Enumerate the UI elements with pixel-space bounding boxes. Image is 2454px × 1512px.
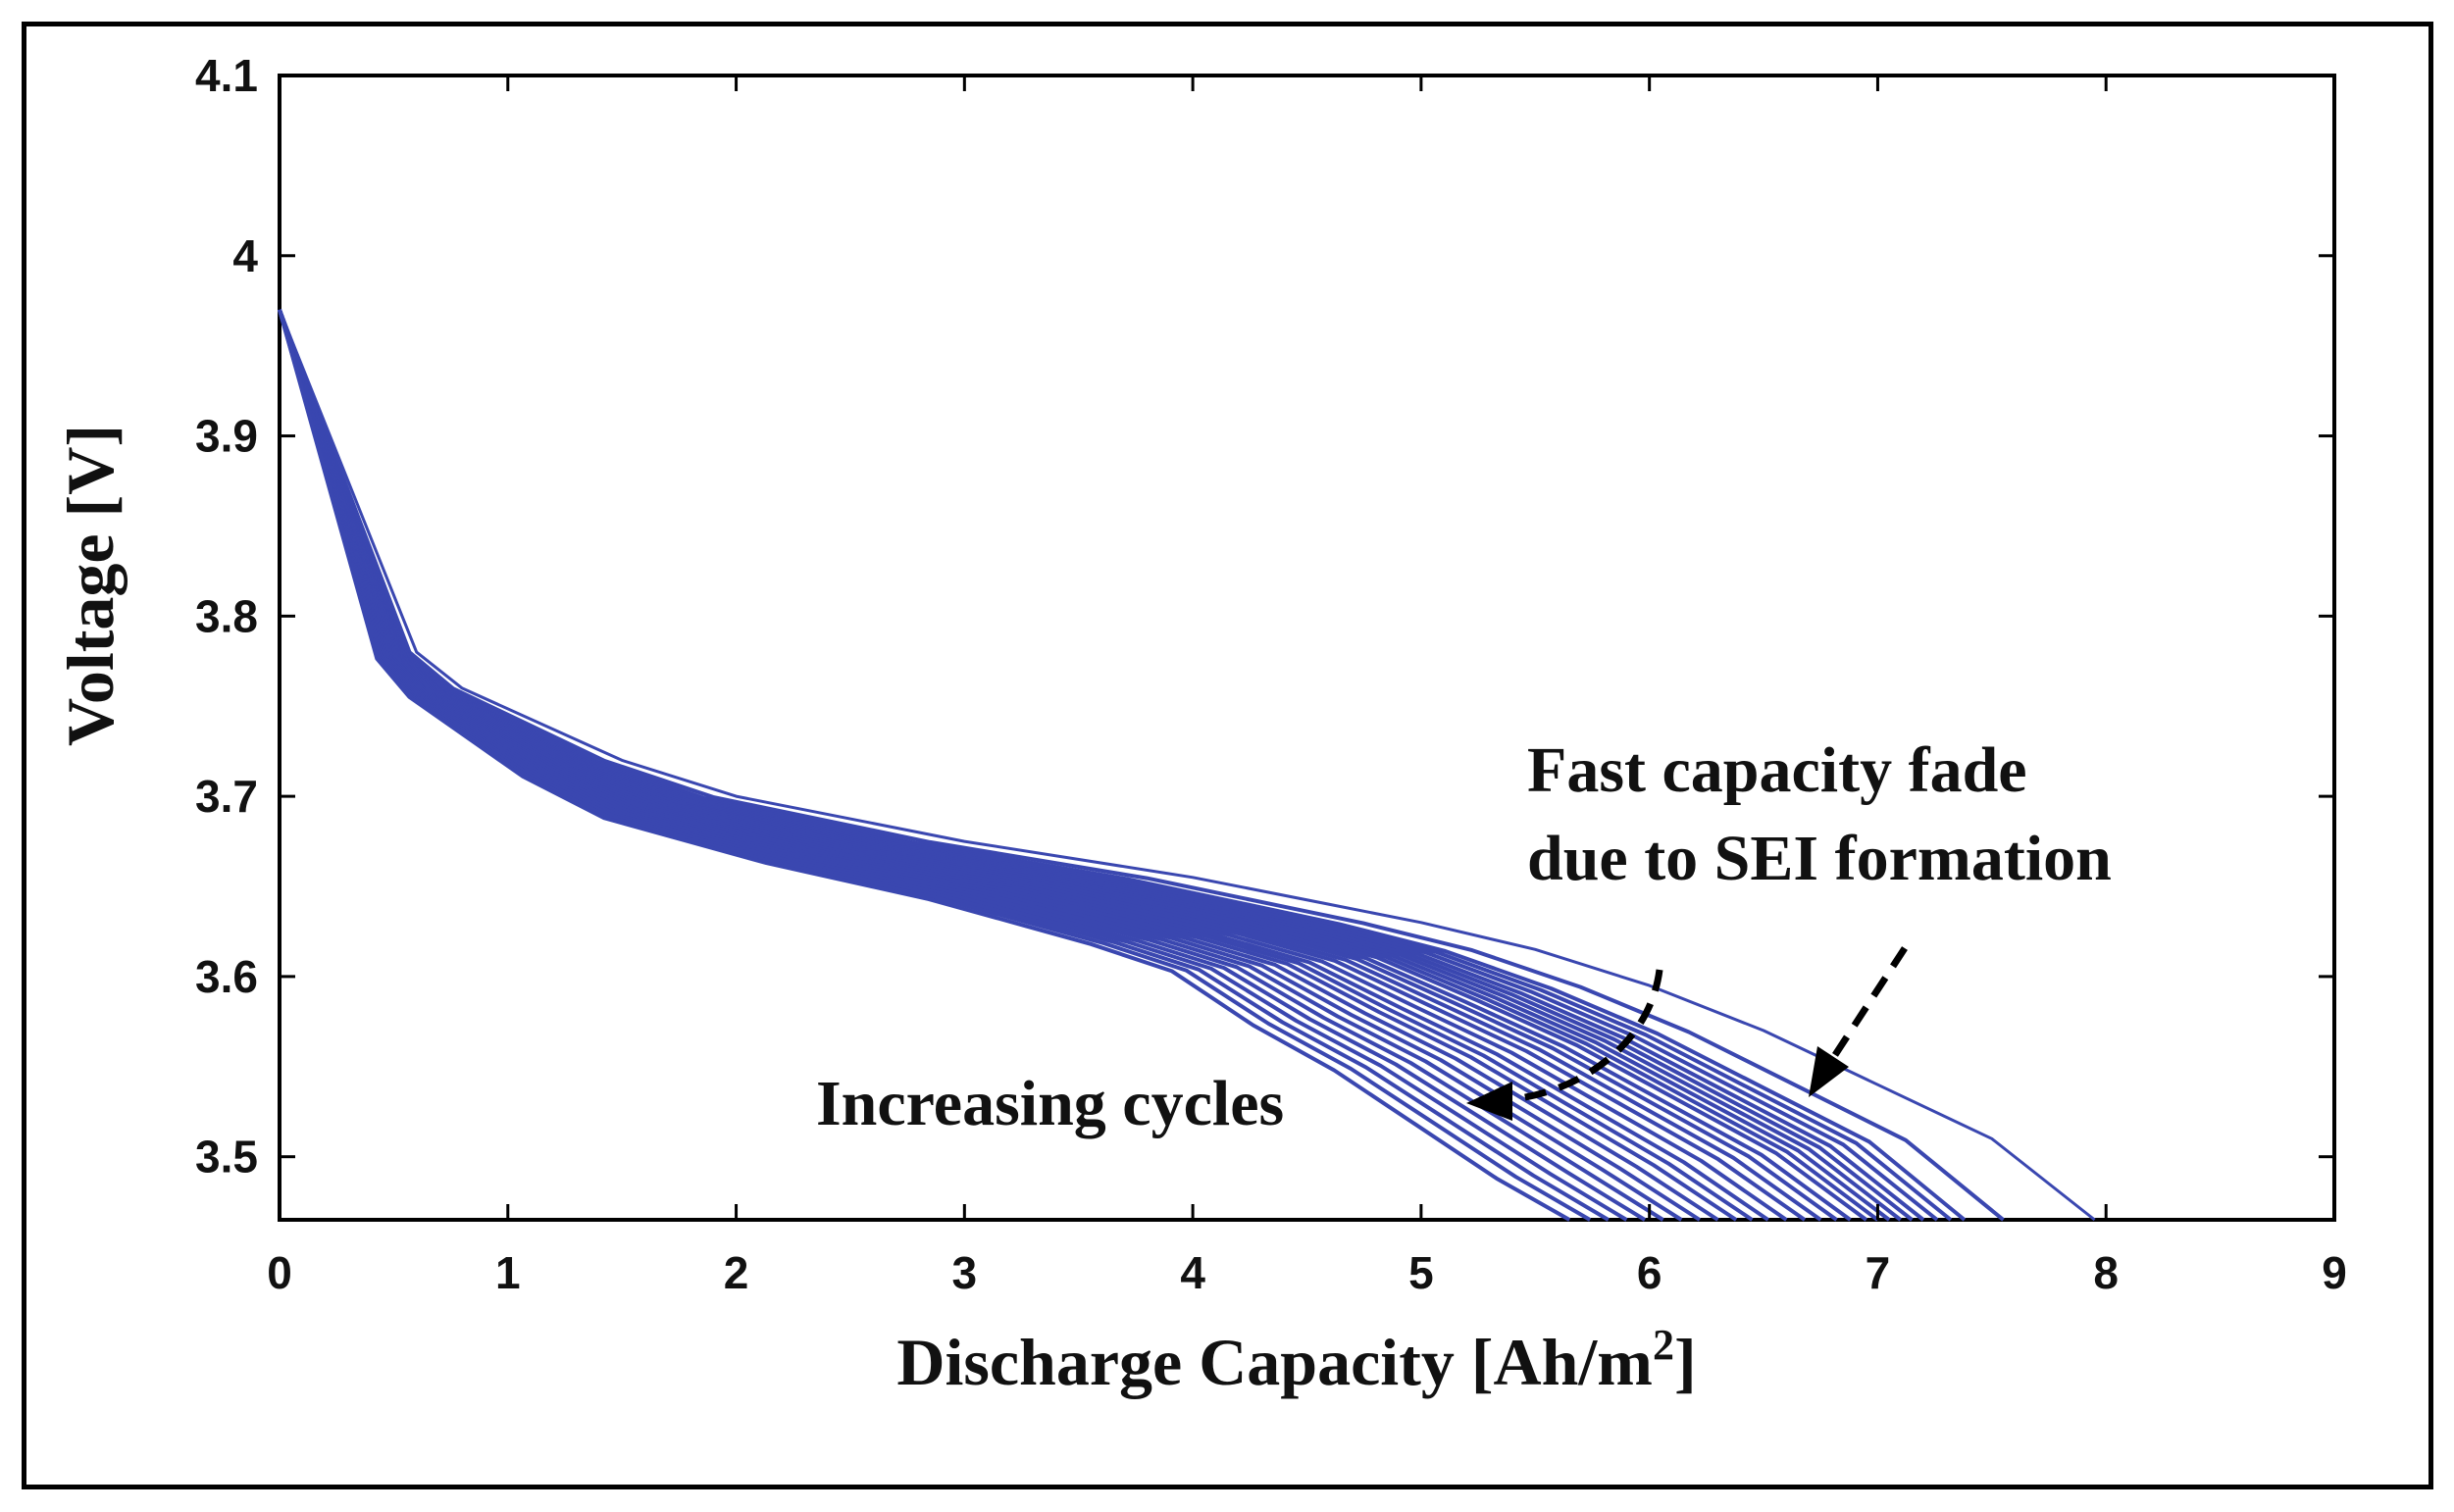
arrow-cycles	[1502, 969, 1663, 1104]
arrow-sei-head	[1809, 1046, 1849, 1097]
y-tick-label: 3.9	[195, 411, 258, 462]
arrow-cycles-head	[1466, 1082, 1512, 1121]
y-tick-label: 3.5	[195, 1132, 258, 1183]
x-tick-label: 8	[2093, 1247, 2119, 1298]
x-ticks: 0 1 2 3 4 5 6 7 8 9	[267, 76, 2347, 1298]
cycle-curve	[278, 309, 1571, 1222]
y-tick-label: 4	[232, 230, 258, 281]
figure-frame: 0 1 2 3 4 5 6 7 8 9 3.5 3.6 3.7 3.8 3.9 4 4.1 Discharge…	[22, 22, 2433, 1489]
y-tick-label: 3.7	[195, 771, 258, 822]
x-tick-label: 5	[1408, 1247, 1434, 1298]
plot-area	[278, 74, 2336, 1222]
x-tick-label: 4	[1180, 1247, 1205, 1298]
y-tick-label: 3.6	[195, 951, 258, 1002]
annotation-cycles: Increasing cycles	[816, 1068, 1284, 1139]
cycle-curve	[278, 309, 2005, 1222]
x-tick-label: 2	[724, 1247, 749, 1298]
discharge-chart: 0 1 2 3 4 5 6 7 8 9 3.5 3.6 3.7 3.8 3.9 4 4.1 Discharge…	[53, 50, 2347, 1399]
annotation-sei-line2: due to SEI formation	[1527, 823, 2112, 894]
x-axis-label: Discharge Capacity [Ah/m2]	[896, 1321, 1696, 1399]
discharge-curves	[278, 309, 2096, 1222]
x-tick-label: 9	[2322, 1247, 2347, 1298]
y-tick-label: 3.8	[195, 590, 258, 641]
arrow-sei	[1828, 946, 1908, 1063]
x-tick-label: 3	[952, 1247, 978, 1298]
x-tick-label: 0	[267, 1247, 292, 1298]
y-ticks: 3.5 3.6 3.7 3.8 3.9 4 4.1	[195, 50, 2334, 1183]
x-tick-label: 7	[1866, 1247, 1891, 1298]
y-axis-label: Voltage [V]	[53, 425, 128, 746]
y-tick-label: 4.1	[195, 50, 258, 101]
x-tick-label: 6	[1637, 1247, 1662, 1298]
x-tick-label: 1	[495, 1247, 521, 1298]
annotation-sei-line1: Fast capacity fade	[1527, 734, 2027, 806]
